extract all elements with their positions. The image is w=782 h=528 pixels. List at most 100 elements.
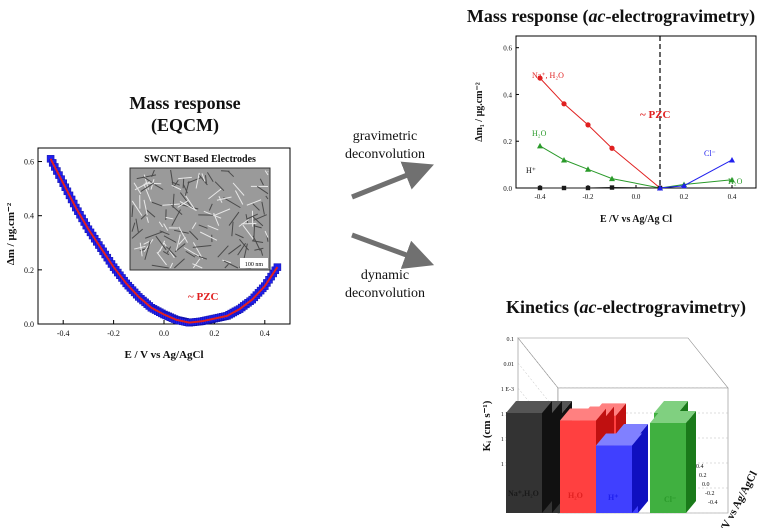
kinetics-ylabel: Kᵢ (cm s⁻¹) — [481, 400, 493, 451]
sem-fiber — [192, 263, 203, 269]
sem-fiber — [246, 199, 262, 206]
kinetics-title-suffix: -electrogravimetry) — [596, 297, 747, 317]
ac-data-point — [585, 166, 591, 172]
ac-label-h: H⁺ — [526, 166, 536, 175]
sem-fiber — [234, 190, 244, 205]
kinetics-title-prefix: Kinetics ( — [505, 297, 580, 317]
kinetics-title: Kinetics (ac-electrogravimetry) — [470, 296, 782, 318]
sem-fiber — [185, 250, 196, 258]
ac-label-h2o-left: H₂O — [532, 129, 547, 138]
sem-fiber — [254, 247, 264, 251]
sem-fiber — [261, 201, 265, 215]
sem-fiber — [192, 245, 212, 248]
upper-arrow — [351, 161, 434, 200]
eqcm-xtick-label: -0.4 — [57, 329, 70, 338]
sem-fiber — [165, 216, 174, 220]
sem-fiber — [145, 231, 164, 239]
sem-fiber — [151, 264, 169, 269]
kinetics-depth-tick: -0.2 — [705, 491, 715, 497]
sem-fiber — [136, 174, 157, 180]
kinetics-bar — [650, 422, 686, 513]
kinetics-bar-top — [560, 408, 606, 421]
ac-ytick-label: 0.4 — [503, 91, 512, 99]
sem-fiber — [242, 224, 254, 240]
sem-fiber — [140, 214, 147, 220]
sem-fiber — [159, 240, 166, 252]
sem-fiber — [151, 201, 163, 207]
sem-fiber — [251, 240, 264, 244]
lower-arrow-label: dynamic deconvolution — [325, 267, 445, 303]
sem-fiber — [178, 236, 186, 245]
sem-fiber — [246, 213, 258, 220]
ac-mass-title-prefix: Mass response ( — [466, 6, 589, 26]
kinetics-bar-top — [650, 410, 696, 423]
kinetics-back-bar-top — [654, 401, 688, 413]
upper-arrow-label-2: deconvolution — [344, 147, 426, 162]
kinetics-depth-tick: 0.0 — [702, 482, 710, 488]
lower-arrow-label-2: deconvolution — [344, 286, 426, 301]
sem-fiber — [163, 223, 169, 231]
sem-fiber — [191, 222, 197, 229]
ac-label-h2o-right: H₂O — [728, 177, 743, 186]
sem-fiber — [139, 242, 143, 257]
lower-arrow-label-1: dynamic — [360, 268, 410, 283]
ac-data-point — [681, 182, 687, 189]
ac-data-point — [609, 175, 615, 182]
sem-fiber — [252, 203, 260, 211]
kinetics-depth-ticks: 0.4 0.2 0.0 -0.2 -0.4 — [696, 464, 718, 506]
kinetics-gridline — [517, 337, 559, 389]
sem-fiber — [171, 184, 182, 191]
sem-fiber — [151, 169, 155, 177]
ac-series-line — [540, 186, 661, 189]
sem-fiber — [253, 224, 256, 242]
upper-arrow-label-1: gravimetric — [352, 129, 418, 144]
kinetics-ytick-label: 0.01 — [504, 362, 515, 368]
sem-fiber — [198, 224, 208, 229]
ac-data-point — [729, 156, 735, 163]
eqcm-xtick-label: 0.2 — [209, 329, 219, 338]
kinetics-bar-top — [596, 433, 642, 446]
sem-fiber — [142, 176, 153, 183]
kinetics-series-label: Cl⁻ — [664, 495, 676, 504]
kinetics-back-bar-side — [552, 401, 562, 513]
kinetics-series-label: H₂O — [568, 491, 583, 500]
sem-fiber — [199, 231, 218, 241]
sem-fiber — [201, 173, 206, 182]
sem-fiber — [146, 216, 149, 223]
sem-fiber — [265, 195, 269, 200]
sem-inset: 100 nm SWCNT Based Electrodes — [129, 154, 271, 271]
sem-fiber — [259, 178, 264, 186]
sem-fiber — [222, 259, 232, 264]
sem-fiber — [163, 250, 170, 256]
sem-fiber — [165, 246, 177, 258]
sem-fiber — [238, 219, 249, 227]
eqcm-ylabel: Δm / μg.cm⁻² — [5, 202, 17, 265]
kinetics-chart: 0.10.011 E-31 E-41 E-51 E-6 Kᵢ (cm s⁻¹) … — [481, 337, 760, 528]
sem-fiber — [224, 263, 229, 269]
ac-ylabel: Δm₁ / μg.cm⁻² — [474, 82, 485, 142]
sem-fiber — [184, 194, 196, 211]
sem-fiber — [187, 177, 202, 184]
sem-fiber — [182, 178, 185, 189]
sem-fiber — [177, 200, 189, 208]
scale-bar-label: 100 nm — [245, 262, 264, 268]
ac-data-point — [537, 75, 543, 81]
eqcm-ytick-label: 0.2 — [24, 266, 34, 275]
sem-fiber — [173, 258, 185, 269]
kinetics-ytick-label: 1 E-3 — [501, 387, 514, 393]
sem-inset-title: SWCNT Based Electrodes — [144, 154, 256, 165]
sem-fiber — [216, 196, 232, 201]
kinetics-back-bar-top — [614, 424, 648, 437]
sem-fiber — [178, 226, 188, 243]
sem-fiber — [184, 181, 190, 196]
kinetics-bar-top — [506, 401, 552, 413]
ac-data-point — [537, 185, 543, 191]
sem-fiber — [208, 203, 213, 211]
sem-fiber — [169, 203, 183, 216]
ac-xtick-label: 0.0 — [632, 193, 641, 201]
sem-fiber — [194, 254, 208, 260]
sem-fiber — [140, 182, 155, 192]
ac-data-point — [657, 185, 663, 191]
sem-fiber — [251, 215, 264, 227]
eqcm-fit-curve — [49, 158, 279, 324]
